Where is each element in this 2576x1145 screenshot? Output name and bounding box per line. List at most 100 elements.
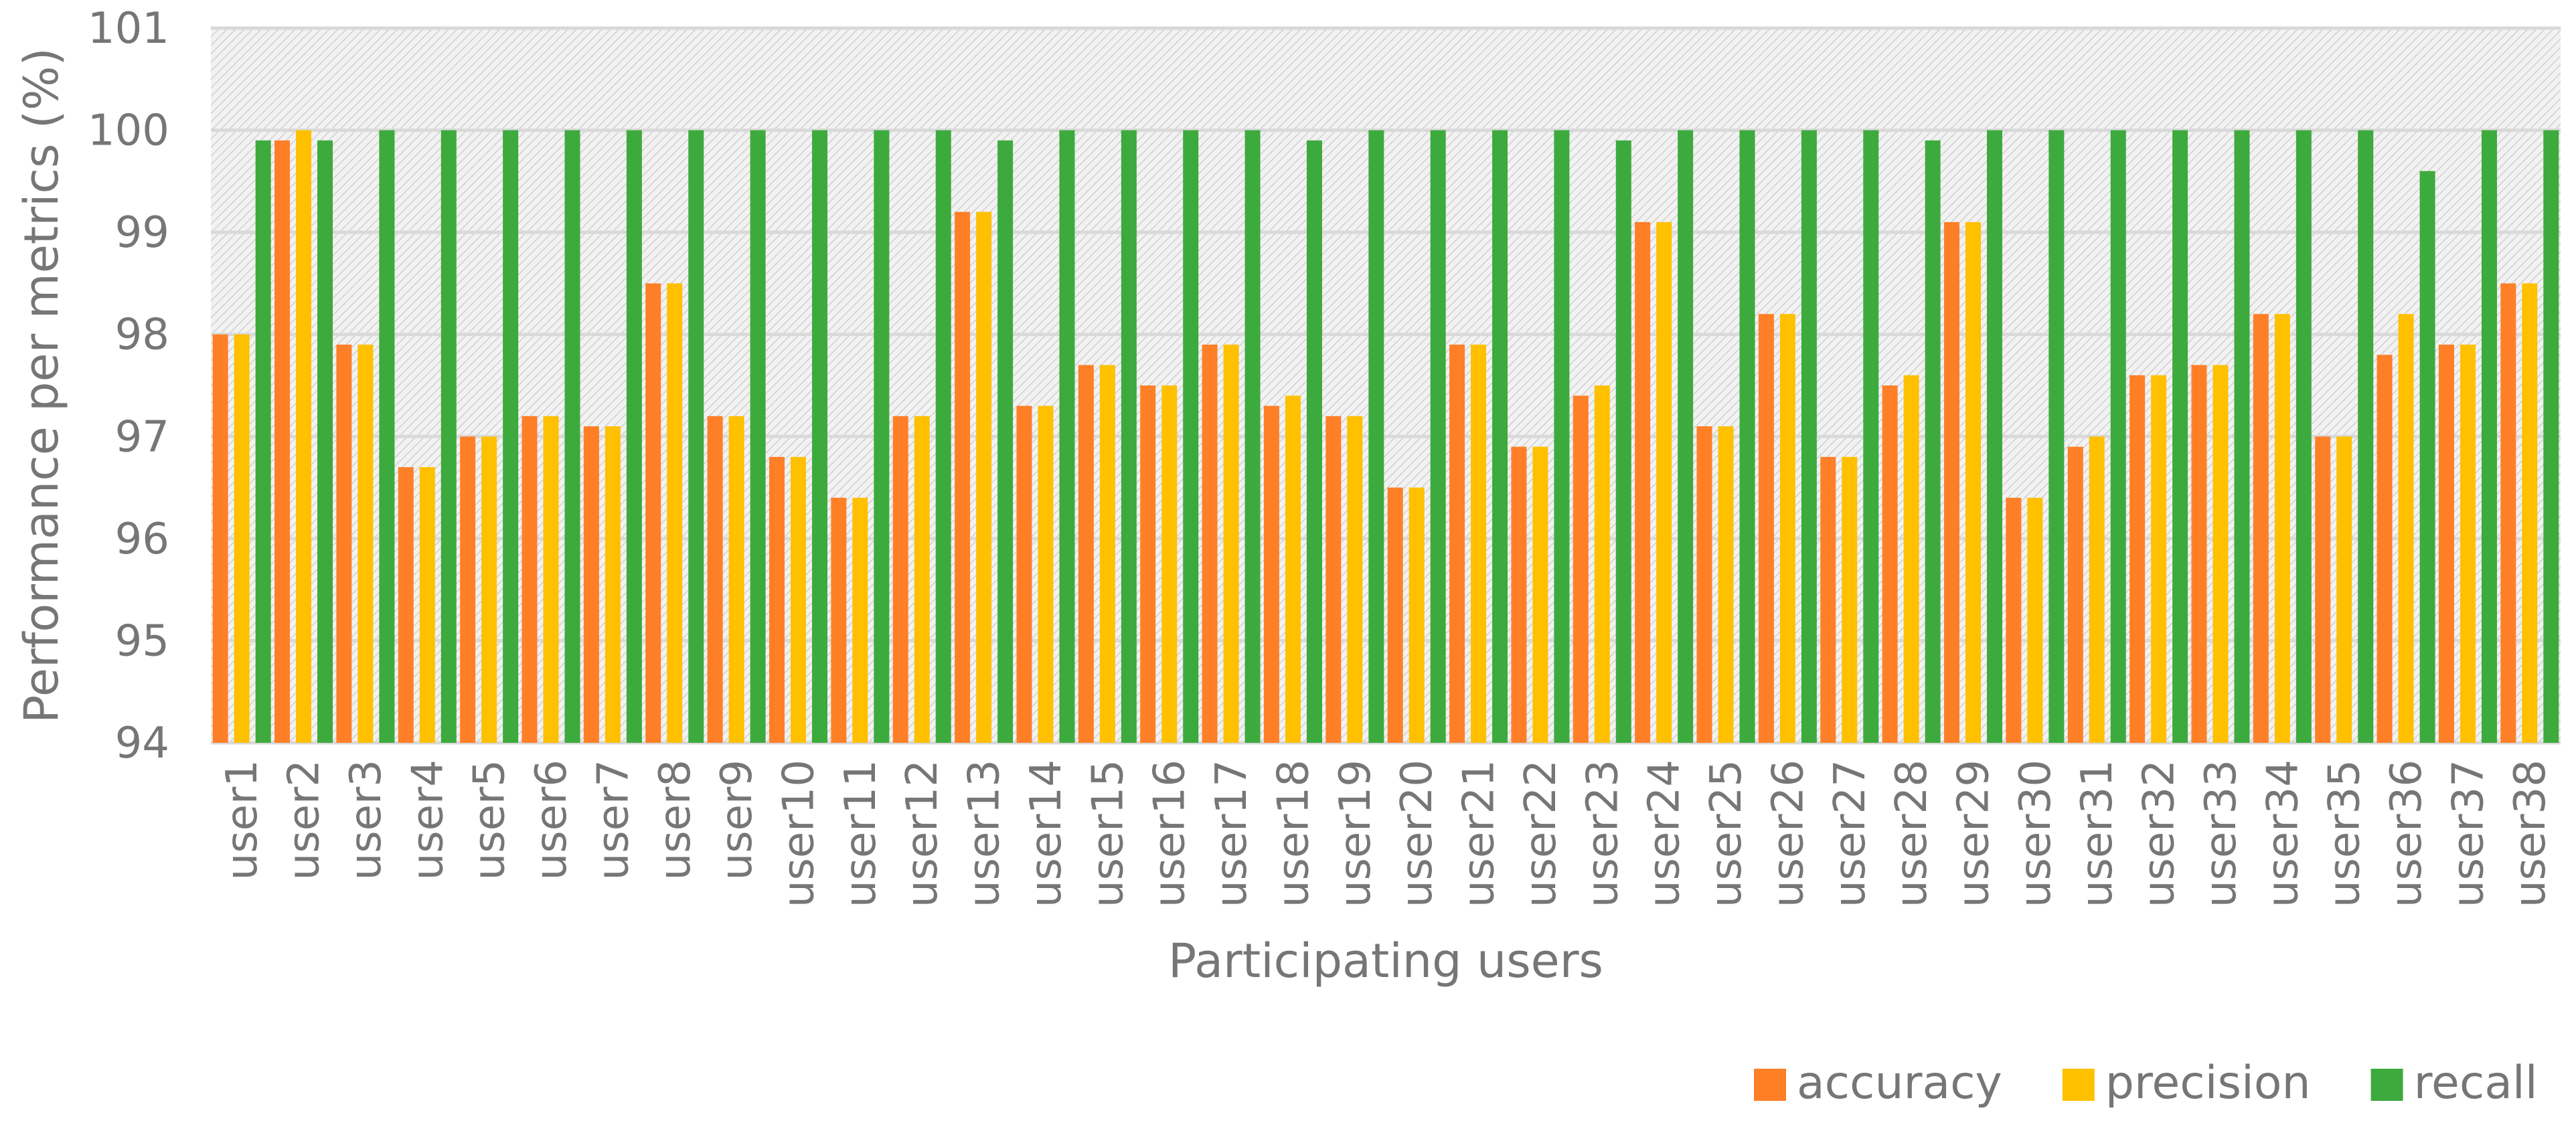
- x-tick-label: user18: [1269, 760, 1318, 907]
- bar-precision-user14: [1038, 406, 1054, 743]
- bar-precision-user13: [976, 211, 992, 743]
- x-tick-label: user19: [1331, 760, 1380, 907]
- bar-recall-user36: [2419, 171, 2435, 743]
- bar-precision-user6: [543, 416, 559, 743]
- x-tick-label: user26: [1763, 760, 1813, 907]
- bar-accuracy-user31: [2067, 446, 2083, 743]
- bar-accuracy-user37: [2438, 344, 2454, 743]
- y-axis-label: Performance per metrics (%): [14, 48, 69, 723]
- bar-accuracy-user24: [1635, 222, 1651, 743]
- bar-recall-user8: [688, 130, 704, 743]
- bar-recall-user33: [2234, 130, 2250, 743]
- bar-accuracy-user29: [1944, 222, 1959, 743]
- bar-precision-user30: [2027, 497, 2043, 743]
- bar-recall-user9: [750, 130, 766, 743]
- legend: accuracy precision recall: [1754, 1057, 2538, 1110]
- bar-recall-user22: [1554, 130, 1570, 743]
- legend-swatch-accuracy: [1754, 1069, 1786, 1101]
- bar-accuracy-user3: [336, 344, 352, 743]
- x-tick-label: user5: [465, 760, 515, 880]
- bar-precision-user22: [1532, 446, 1548, 743]
- bar-accuracy-user10: [769, 456, 785, 743]
- x-tick-label: user15: [1083, 760, 1133, 907]
- bar-recall-user32: [2172, 130, 2188, 743]
- bar-recall-user35: [2358, 130, 2374, 743]
- bar-precision-user38: [2522, 283, 2538, 743]
- x-tick-label: user11: [836, 760, 886, 907]
- bar-recall-user24: [1678, 130, 1694, 743]
- bar-precision-user32: [2151, 375, 2167, 743]
- bar-precision-user24: [1656, 222, 1672, 743]
- x-tick-label: user32: [2135, 760, 2184, 907]
- bars: [212, 130, 2559, 743]
- bar-recall-user26: [1801, 130, 1817, 743]
- x-axis-ticks: user1 user2 user3 user4 user5 user6 user7 user8…: [218, 760, 2555, 907]
- bar-precision-user21: [1471, 344, 1487, 743]
- bar-precision-user26: [1779, 314, 1795, 743]
- bar-precision-user37: [2460, 344, 2476, 743]
- bar-precision-user19: [1347, 416, 1363, 743]
- bar-precision-user25: [1718, 426, 1734, 743]
- x-tick-label: user13: [960, 760, 1010, 907]
- x-tick-label: user23: [1578, 760, 1627, 907]
- x-tick-label: user3: [341, 760, 391, 880]
- bar-recall-user7: [626, 130, 642, 743]
- bar-recall-user18: [1306, 140, 1322, 743]
- gridlines: [211, 26, 2561, 745]
- x-tick-label: user27: [1826, 760, 1875, 907]
- x-tick-label: user22: [1516, 760, 1566, 907]
- bar-accuracy-user26: [1758, 314, 1774, 743]
- bar-accuracy-user35: [2315, 436, 2331, 743]
- x-tick-label: user36: [2382, 760, 2431, 907]
- x-tick-label: user21: [1455, 760, 1504, 907]
- bar-accuracy-user14: [1016, 406, 1032, 743]
- bar-accuracy-user38: [2500, 283, 2516, 743]
- bar-recall-user10: [812, 130, 827, 743]
- bar-precision-user3: [357, 344, 374, 743]
- bar-recall-user1: [255, 140, 271, 743]
- x-tick-label: user8: [651, 760, 700, 880]
- bar-accuracy-user32: [2129, 375, 2146, 743]
- x-tick-label: user29: [1949, 760, 1999, 907]
- bar-accuracy-user25: [1696, 426, 1712, 743]
- bar-accuracy-user17: [1202, 344, 1218, 743]
- bar-recall-user16: [1183, 130, 1199, 743]
- legend-swatch-recall: [2370, 1069, 2403, 1101]
- bar-precision-user31: [2089, 436, 2105, 743]
- bar-precision-user29: [1965, 222, 1981, 743]
- bar-accuracy-user6: [521, 416, 538, 743]
- x-tick-label: user31: [2073, 760, 2122, 907]
- bar-accuracy-user27: [1820, 456, 1836, 743]
- x-tick-label: user28: [1887, 760, 1937, 907]
- x-tick-label: user34: [2258, 760, 2308, 907]
- y-tick-label: 100: [88, 106, 169, 156]
- bar-precision-user28: [1903, 375, 1919, 743]
- legend-label-recall: recall: [2414, 1057, 2538, 1110]
- bar-precision-user15: [1099, 365, 1115, 743]
- bar-recall-user25: [1739, 130, 1755, 743]
- x-tick-label: user1: [218, 760, 267, 880]
- y-tick-label: 94: [115, 719, 169, 768]
- bar-recall-user21: [1492, 130, 1508, 743]
- x-tick-label: user10: [775, 760, 824, 907]
- bar-precision-user23: [1594, 385, 1610, 743]
- bar-accuracy-user1: [212, 334, 228, 743]
- x-axis-label: Participating users: [1168, 934, 1603, 988]
- y-tick-label: 97: [115, 412, 169, 462]
- y-tick-label: 95: [115, 616, 169, 666]
- bar-precision-user9: [728, 416, 744, 743]
- bar-precision-user2: [296, 130, 312, 743]
- x-tick-label: user7: [588, 760, 638, 880]
- bar-recall-user19: [1368, 130, 1384, 743]
- bar-recall-user31: [2110, 130, 2126, 743]
- x-tick-label: user38: [2506, 760, 2555, 907]
- bar-precision-user5: [481, 436, 497, 743]
- bar-recall-user30: [2048, 130, 2065, 743]
- bar-precision-user34: [2274, 314, 2290, 743]
- bar-accuracy-user9: [707, 416, 723, 743]
- bar-precision-user1: [234, 334, 250, 743]
- x-tick-label: user33: [2196, 760, 2246, 907]
- bar-accuracy-user18: [1263, 406, 1279, 743]
- x-tick-label: user24: [1640, 760, 1690, 907]
- legend-swatch-precision: [2062, 1069, 2095, 1101]
